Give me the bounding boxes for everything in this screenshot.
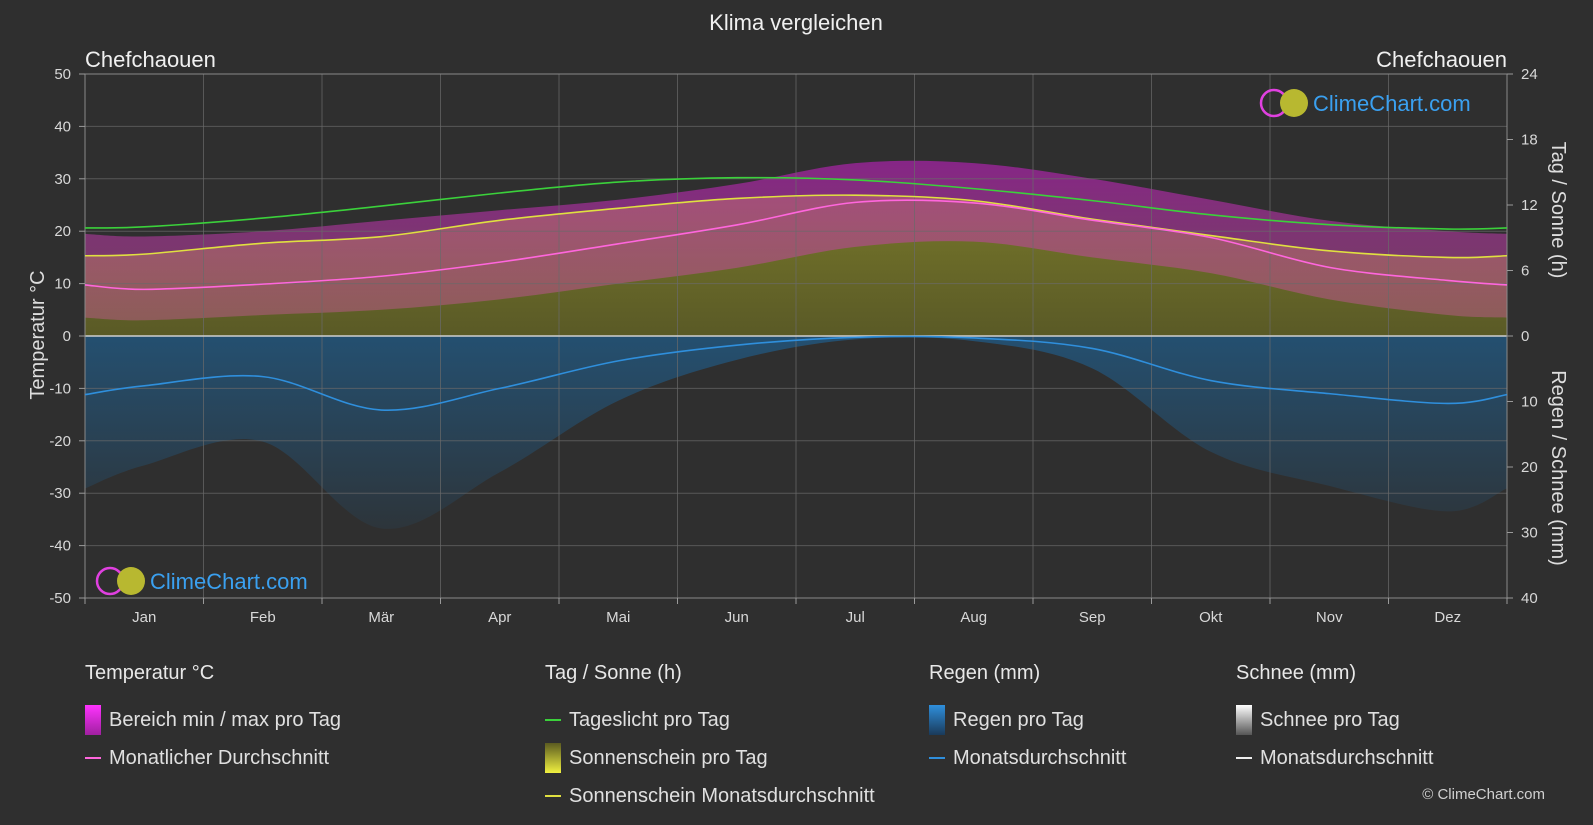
- brand-sun-icon: [117, 567, 145, 595]
- legend-item: Sonnenschein pro Tag: [545, 739, 875, 777]
- legend-heading: Schnee (mm): [1236, 662, 1357, 684]
- legend-item: Schnee pro Tag: [1236, 701, 1433, 739]
- chart-title: Klima vergleichen: [709, 10, 883, 35]
- legend-item: Tageslicht pro Tag: [545, 701, 875, 739]
- x-tick-label: Mär: [368, 609, 394, 626]
- y-left-label: Temperatur °C: [27, 270, 49, 399]
- swatch-snow: [1236, 705, 1252, 735]
- legend-label: Sonnenschein Monatsdurchschnitt: [569, 784, 875, 807]
- legend-label: Bereich min / max pro Tag: [109, 708, 341, 731]
- brand-logo-top: ClimeChart.com: [1259, 88, 1471, 118]
- climate-chart: Klima vergleichen Chefchaouen Chefchaoue…: [27, 10, 1569, 626]
- y-right-bottom-tick-label: 30: [1521, 525, 1538, 542]
- copyright: © ClimeChart.com: [1422, 786, 1545, 803]
- y-left-tick-label: -10: [49, 380, 71, 397]
- x-tick-label: Aug: [960, 609, 987, 626]
- legend-item: Bereich min / max pro Tag: [85, 701, 341, 739]
- brand-bottom: ClimeChart.com: [150, 569, 308, 594]
- legend-sun: Tag / Sonne (h) Tageslicht pro Tag Sonne…: [545, 662, 875, 815]
- y-right-bottom-tick-label: 10: [1521, 394, 1538, 411]
- brand-sun-icon: [1280, 89, 1308, 117]
- y-right-bottom-tick-label: 20: [1521, 459, 1538, 476]
- legend-label: Monatlicher Durchschnitt: [109, 746, 330, 769]
- x-tick-label: Apr: [488, 609, 511, 626]
- y-left-tick-label: -50: [49, 590, 71, 607]
- series-line-temp-avg: [84, 199, 1508, 291]
- legend-label: Regen pro Tag: [953, 708, 1084, 731]
- series-line-daylight: [84, 176, 1508, 230]
- brand-logo-bottom: ClimeChart.com: [95, 566, 308, 596]
- y-left-tick-label: 50: [54, 66, 71, 83]
- swatch-temp-avg: [85, 757, 101, 759]
- x-tick-label: Sep: [1079, 609, 1106, 626]
- swatch-rain: [929, 705, 945, 735]
- grid: [84, 73, 1508, 599]
- legend-label: Tageslicht pro Tag: [569, 708, 730, 731]
- swatch-temp-range: [85, 705, 101, 735]
- x-tick-label: Dez: [1434, 609, 1461, 626]
- y-left-tick-label: 10: [54, 276, 71, 293]
- x-tick-label: Okt: [1199, 609, 1223, 626]
- location-right: Chefchaouen: [1376, 47, 1507, 72]
- legend-heading: Regen (mm): [929, 662, 1041, 684]
- legend-label: Sonnenschein pro Tag: [569, 746, 768, 769]
- swatch-daylight: [545, 719, 561, 721]
- y-right-bottom-label: Regen / Schnee (mm): [1547, 370, 1569, 566]
- legend-label: Monatsdurchschnitt: [1260, 746, 1434, 769]
- y-right-top-tick-label: 6: [1521, 263, 1529, 280]
- legend-heading: Tag / Sonne (h): [545, 662, 682, 684]
- legend-snow: Schnee (mm) Schnee pro Tag Monatsdurchsc…: [1236, 662, 1433, 777]
- legend-item: Sonnenschein Monatsdurchschnitt: [545, 777, 875, 815]
- legend-heading: Temperatur °C: [85, 662, 215, 684]
- y-left-tick-label: -20: [49, 433, 71, 450]
- y-right-top-label: Tag / Sonne (h): [1547, 142, 1569, 279]
- legend-item: Regen pro Tag: [929, 701, 1126, 739]
- y-right-bottom-tick-label: 40: [1521, 590, 1538, 607]
- y-left-tick-label: 30: [54, 171, 71, 188]
- y-left-tick-label: 40: [54, 118, 71, 135]
- legend-item: Monatsdurchschnitt: [1236, 739, 1433, 777]
- swatch-snow-avg: [1236, 757, 1252, 759]
- y-left-tick-label: 0: [63, 328, 71, 345]
- x-tick-label: Jun: [725, 609, 749, 626]
- y-left-tick-label: 20: [54, 223, 71, 240]
- legend-item: Monatsdurchschnitt: [929, 739, 1126, 777]
- swatch-rain-avg: [929, 757, 945, 759]
- swatch-sunshine-avg: [545, 795, 561, 797]
- swatch-sunshine: [545, 743, 561, 773]
- brand-top: ClimeChart.com: [1313, 91, 1471, 116]
- y-right-top-tick-label: 24: [1521, 66, 1538, 83]
- x-tick-label: Jan: [132, 609, 156, 626]
- series-line-rain-avg: [84, 335, 1508, 411]
- legend-item: Monatlicher Durchschnitt: [85, 739, 341, 777]
- y-left-tick-label: -40: [49, 538, 71, 555]
- x-tick-label: Mai: [606, 609, 630, 626]
- y-right-top-tick-label: 18: [1521, 132, 1538, 149]
- location-left: Chefchaouen: [85, 47, 216, 72]
- x-tick-label: Jul: [846, 609, 865, 626]
- legend-rain: Regen (mm) Regen pro Tag Monatsdurchschn…: [929, 662, 1126, 777]
- x-tick-label: Feb: [250, 609, 276, 626]
- series-line-sunshine-avg: [84, 194, 1508, 259]
- legend-label: Schnee pro Tag: [1260, 708, 1400, 731]
- axes: 50 40 30 20 10 0 -10 -20 -30 -40 -50 24 18 12 6 0 10 20 30…: [49, 66, 1537, 626]
- y-right-top-tick-label: 0: [1521, 328, 1529, 345]
- y-right-top-tick-label: 12: [1521, 197, 1538, 214]
- y-left-tick-label: -30: [49, 485, 71, 502]
- legend-temperature: Temperatur °C Bereich min / max pro Tag …: [85, 662, 341, 777]
- data-lines: [84, 176, 1508, 411]
- x-tick-label: Nov: [1316, 609, 1343, 626]
- legend-label: Monatsdurchschnitt: [953, 746, 1127, 769]
